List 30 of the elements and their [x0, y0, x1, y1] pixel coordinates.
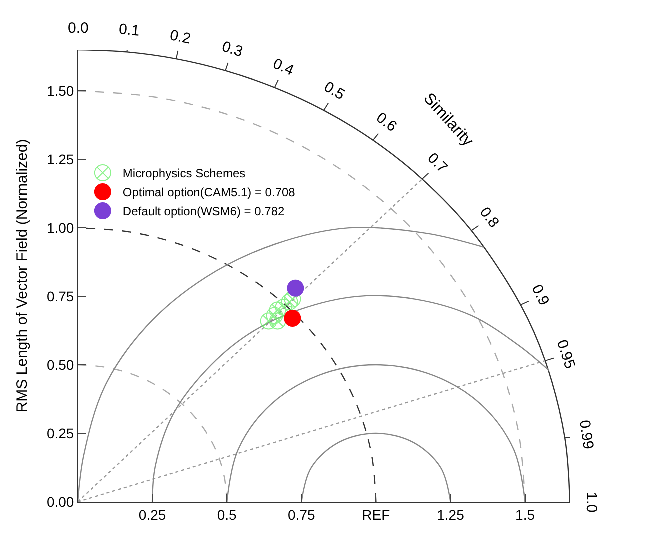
y-tick-label: 0.75	[46, 288, 74, 304]
annotation: 0.0	[68, 20, 89, 37]
annotation: 0.3	[220, 38, 246, 61]
x-tick-label: 0.5	[217, 506, 238, 523]
annotation: 0.99	[576, 419, 597, 451]
y-tick-label: 0.25	[46, 425, 74, 442]
x-tick-label: 1.5	[516, 506, 536, 523]
annotation: 1.0	[583, 492, 600, 513]
y-tick-label: 0.50	[46, 356, 74, 373]
annotation: 0.4	[270, 55, 296, 80]
x-tick-label: 0.25	[138, 506, 166, 523]
annotation: 0.95	[553, 338, 579, 372]
annotation: 0.2	[168, 27, 192, 48]
x-tick-label: REF	[362, 506, 390, 523]
annotation: 0.8	[476, 204, 502, 232]
annotation: 0.5	[321, 78, 348, 104]
y-tick-label: 1.50	[46, 82, 74, 99]
annotation: 0.1	[118, 21, 141, 40]
legend-label: Optimal option(CAM5.1) = 0.708	[122, 186, 296, 200]
legend-label: Default option(WSM6) = 0.782	[122, 204, 285, 219]
y-tick-label: 1.25	[46, 151, 74, 168]
y-tick-label: 0.00	[46, 494, 74, 510]
annotation: 0.6	[373, 110, 400, 136]
annotation: 0.7	[424, 150, 451, 177]
y-tick-label: 1.00	[46, 220, 74, 236]
x-tick-label: 1.25	[437, 506, 465, 523]
y-axis-title: RMS Length of Vector Field (Normalized)	[14, 139, 32, 413]
annotation: 0.9	[528, 282, 553, 308]
legend-label: Microphysics Schemes	[122, 166, 246, 181]
x-tick-label: 0.75	[288, 506, 316, 523]
